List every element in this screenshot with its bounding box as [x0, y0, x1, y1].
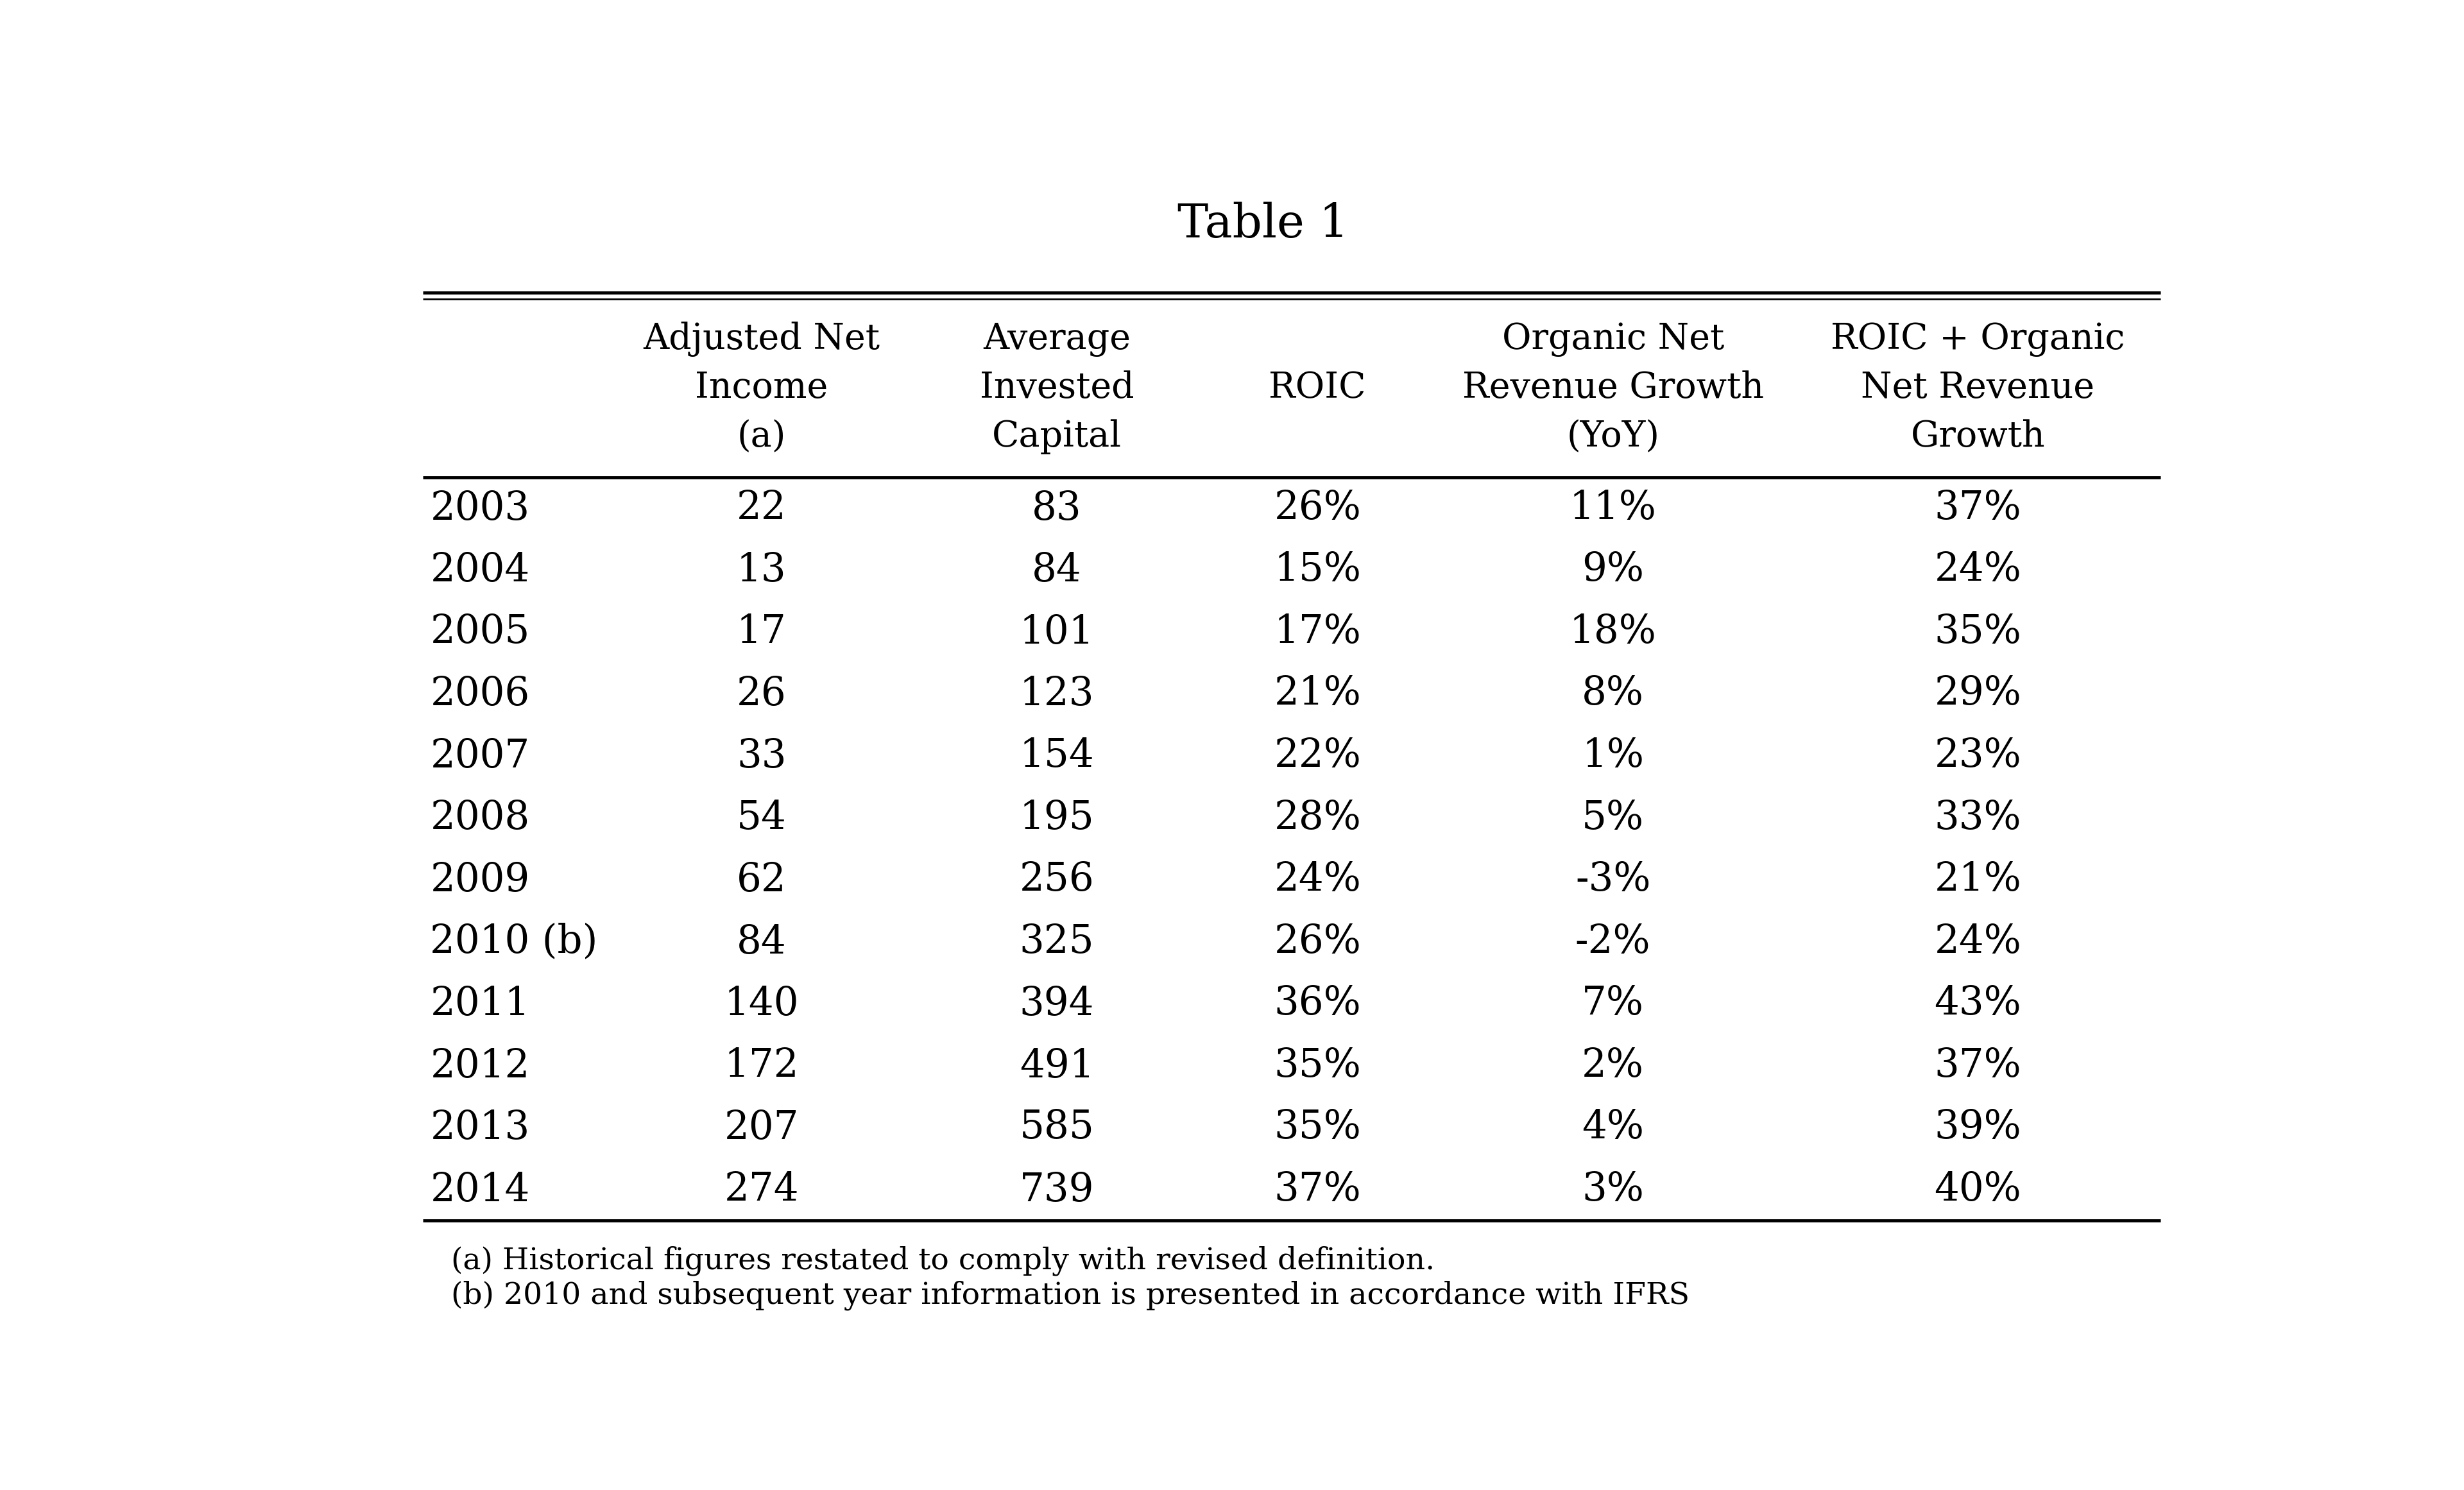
- Text: 22%: 22%: [1274, 736, 1360, 775]
- Text: 8%: 8%: [1582, 675, 1643, 714]
- Text: 2008: 2008: [431, 799, 530, 837]
- Text: 18%: 18%: [1570, 612, 1656, 651]
- Text: 2%: 2%: [1582, 1046, 1643, 1085]
- Text: 13: 13: [737, 551, 786, 589]
- Text: 195: 195: [1020, 799, 1094, 837]
- Text: 15%: 15%: [1274, 551, 1360, 589]
- Text: 35%: 35%: [1274, 1046, 1360, 1085]
- Text: 26: 26: [737, 675, 786, 714]
- Text: 37%: 37%: [1934, 489, 2020, 527]
- Text: 491: 491: [1020, 1046, 1094, 1085]
- Text: (a) Historical figures restated to comply with revised definition.: (a) Historical figures restated to compl…: [451, 1246, 1434, 1275]
- Text: 325: 325: [1020, 922, 1094, 961]
- Text: 36%: 36%: [1274, 985, 1360, 1024]
- Text: 29%: 29%: [1934, 675, 2020, 714]
- Text: 2011: 2011: [431, 985, 530, 1024]
- Text: 11%: 11%: [1570, 489, 1656, 527]
- Text: 17: 17: [737, 612, 786, 651]
- Text: 26%: 26%: [1274, 922, 1360, 961]
- Text: 274: 274: [724, 1170, 798, 1208]
- Text: 37%: 37%: [1934, 1046, 2020, 1085]
- Text: 54: 54: [737, 799, 786, 837]
- Text: 3%: 3%: [1582, 1170, 1643, 1208]
- Text: 154: 154: [1020, 736, 1094, 775]
- Text: Average
Invested
Capital: Average Invested Capital: [981, 322, 1133, 454]
- Text: 585: 585: [1020, 1109, 1094, 1147]
- Text: 739: 739: [1020, 1170, 1094, 1208]
- Text: 83: 83: [1032, 489, 1082, 527]
- Text: 62: 62: [737, 861, 786, 898]
- Text: 43%: 43%: [1934, 985, 2020, 1024]
- Text: 2003: 2003: [431, 489, 530, 527]
- Text: 84: 84: [1032, 551, 1082, 589]
- Text: 7%: 7%: [1582, 985, 1643, 1024]
- Text: 1%: 1%: [1582, 736, 1643, 775]
- Text: 40%: 40%: [1934, 1170, 2020, 1208]
- Text: 207: 207: [724, 1109, 798, 1147]
- Text: 21%: 21%: [1274, 675, 1360, 714]
- Text: 140: 140: [724, 985, 798, 1024]
- Text: 394: 394: [1020, 985, 1094, 1024]
- Text: 39%: 39%: [1934, 1109, 2020, 1147]
- Text: -3%: -3%: [1574, 861, 1651, 898]
- Text: 2009: 2009: [431, 861, 530, 898]
- Text: 2010 (b): 2010 (b): [431, 922, 599, 961]
- Text: 2006: 2006: [431, 675, 530, 714]
- Text: Table 1: Table 1: [1178, 203, 1348, 247]
- Text: 21%: 21%: [1934, 861, 2020, 898]
- Text: Organic Net
Revenue Growth
(YoY): Organic Net Revenue Growth (YoY): [1461, 322, 1764, 454]
- Text: 2012: 2012: [431, 1046, 530, 1085]
- Text: 33: 33: [737, 736, 786, 775]
- Text: 84: 84: [737, 922, 786, 961]
- Text: 2013: 2013: [431, 1109, 530, 1147]
- Text: 23%: 23%: [1934, 736, 2020, 775]
- Text: 35%: 35%: [1934, 612, 2020, 651]
- Text: 17%: 17%: [1274, 612, 1360, 651]
- Text: 28%: 28%: [1274, 799, 1360, 837]
- Text: 2004: 2004: [431, 551, 530, 589]
- Text: ROIC: ROIC: [1269, 371, 1365, 405]
- Text: 5%: 5%: [1582, 799, 1643, 837]
- Text: 2007: 2007: [431, 736, 530, 775]
- Text: ROIC + Organic
Net Revenue
Growth: ROIC + Organic Net Revenue Growth: [1831, 322, 2124, 454]
- Text: 123: 123: [1020, 675, 1094, 714]
- Text: 24%: 24%: [1274, 861, 1360, 898]
- Text: 172: 172: [724, 1046, 798, 1085]
- Text: 22: 22: [737, 489, 786, 527]
- Text: Adjusted Net
Income
(a): Adjusted Net Income (a): [643, 322, 880, 454]
- Text: 2005: 2005: [431, 612, 530, 651]
- Text: 4%: 4%: [1582, 1109, 1643, 1147]
- Text: 33%: 33%: [1934, 799, 2020, 837]
- Text: 2014: 2014: [431, 1170, 530, 1208]
- Text: 24%: 24%: [1934, 922, 2020, 961]
- Text: 101: 101: [1020, 612, 1094, 651]
- Text: (b) 2010 and subsequent year information is presented in accordance with IFRS: (b) 2010 and subsequent year information…: [451, 1280, 1690, 1310]
- Text: 26%: 26%: [1274, 489, 1360, 527]
- Text: 256: 256: [1020, 861, 1094, 898]
- Text: 35%: 35%: [1274, 1109, 1360, 1147]
- Text: 24%: 24%: [1934, 551, 2020, 589]
- Text: 9%: 9%: [1582, 551, 1643, 589]
- Text: -2%: -2%: [1574, 922, 1651, 961]
- Text: 37%: 37%: [1274, 1170, 1360, 1208]
